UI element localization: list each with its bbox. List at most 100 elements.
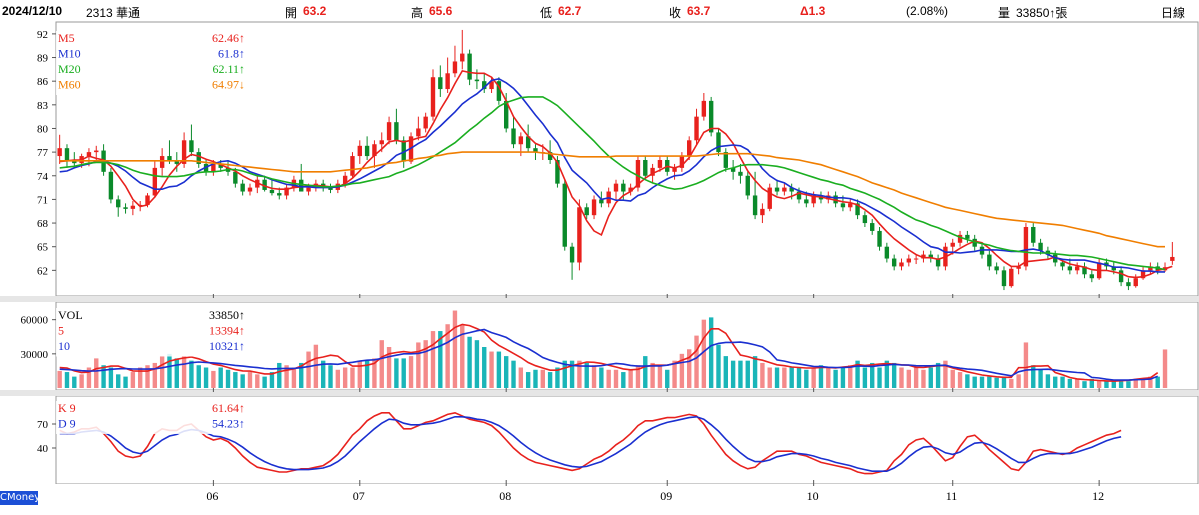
volume-bar	[1023, 342, 1029, 388]
candle-body	[1053, 254, 1058, 263]
volume-bar	[357, 360, 362, 388]
volume-bar	[1155, 376, 1160, 388]
candle-body	[284, 187, 289, 196]
candle-body	[306, 187, 311, 192]
volume-bar	[1096, 380, 1102, 388]
volume-bar	[569, 360, 575, 388]
ma-legend-name: M60	[58, 78, 81, 92]
volume-bar	[86, 367, 92, 388]
volume-bar	[540, 369, 545, 388]
candle-body	[167, 156, 172, 160]
volume-bar	[518, 367, 524, 388]
volume-bar	[262, 376, 267, 388]
candle-body	[921, 254, 926, 259]
ma-legend-value: 64.97↓	[212, 78, 245, 92]
candle-body	[1140, 270, 1146, 279]
volume-bar	[474, 340, 480, 388]
candle-body	[811, 195, 816, 204]
volume-y-label: 30000	[21, 349, 49, 361]
volume-bar	[738, 360, 743, 388]
volume-bar	[386, 347, 392, 388]
volume-bar	[408, 356, 414, 388]
candle-body	[577, 207, 582, 263]
period-label[interactable]: 日線	[1161, 6, 1186, 20]
ma-line-m60	[59, 151, 1165, 248]
volume-bar	[899, 367, 904, 388]
candle-body	[86, 152, 92, 157]
price-y-label: 74	[37, 171, 49, 183]
month-label: 06	[206, 489, 218, 503]
volume-bar	[643, 356, 648, 388]
kd-legend-value: 54.23↑	[212, 417, 245, 431]
candle-body	[94, 150, 99, 153]
volume-legend-name: 10	[58, 339, 70, 353]
volume-bar	[335, 369, 341, 388]
volume-bar	[870, 362, 875, 388]
volume-bar	[972, 376, 977, 388]
volume-bar	[606, 369, 611, 388]
candle-body	[1001, 270, 1007, 287]
ma-legend-value: 61.8↑	[218, 47, 245, 61]
price-y-label: 80	[37, 123, 49, 135]
candle-body	[277, 193, 282, 196]
volume-bar	[745, 360, 750, 388]
volume-bar	[240, 374, 245, 388]
candle-body	[328, 187, 333, 190]
candle-body	[159, 156, 165, 168]
volume-bar	[94, 358, 99, 388]
volume-bar	[277, 362, 282, 388]
candle-body	[899, 262, 904, 267]
volume-bar	[79, 374, 84, 388]
candle-body	[555, 160, 560, 184]
volume-bar	[994, 377, 999, 388]
candle-body	[423, 116, 428, 129]
volume-bar	[701, 319, 707, 388]
volume-bar	[460, 325, 465, 388]
candle-body	[957, 234, 963, 243]
volume-legend-bg	[56, 308, 248, 357]
candle-body	[804, 199, 809, 204]
volume-bar	[452, 310, 458, 388]
volume-bar	[196, 365, 201, 388]
volume-bar	[796, 367, 802, 388]
volume-bar	[1053, 376, 1058, 388]
volume-bar	[284, 365, 289, 388]
candle-body	[504, 100, 509, 129]
candle-body	[994, 266, 999, 271]
candle-body	[884, 246, 890, 259]
volume-bar	[225, 369, 231, 388]
volume-bar	[877, 367, 882, 388]
candle-body	[650, 167, 655, 176]
candle-body	[855, 203, 860, 216]
volume-bar	[1162, 349, 1168, 388]
volume-legend-name: VOL	[58, 308, 83, 322]
candle-body	[599, 199, 604, 204]
brand-logo: CMoney	[0, 491, 41, 505]
candle-body	[299, 179, 304, 192]
volume-bar	[247, 372, 253, 388]
k-line	[59, 411, 1122, 475]
candle-body	[1038, 242, 1043, 251]
volume-bar	[255, 374, 260, 388]
d-line	[59, 415, 1122, 473]
candle-body	[928, 254, 933, 259]
volume-bar	[438, 331, 443, 388]
candle-body	[716, 132, 721, 153]
change-value: Δ1.3	[800, 4, 826, 18]
month-label: 09	[660, 489, 672, 503]
candle-body	[1023, 227, 1029, 267]
candle-body	[672, 167, 677, 172]
kd-y-label: 40	[37, 443, 49, 455]
volume-bar	[1104, 381, 1109, 388]
volume-bar	[320, 360, 326, 388]
volume-bar	[818, 365, 824, 388]
volume-bar	[833, 369, 838, 388]
volume-bar	[1009, 378, 1014, 388]
candle-body	[862, 215, 868, 224]
candle-body	[386, 122, 392, 141]
volume-bar	[913, 367, 919, 388]
candle-body	[987, 254, 992, 267]
candle-body	[401, 140, 406, 162]
candle-body	[1118, 270, 1124, 283]
volume-bar	[137, 367, 143, 388]
